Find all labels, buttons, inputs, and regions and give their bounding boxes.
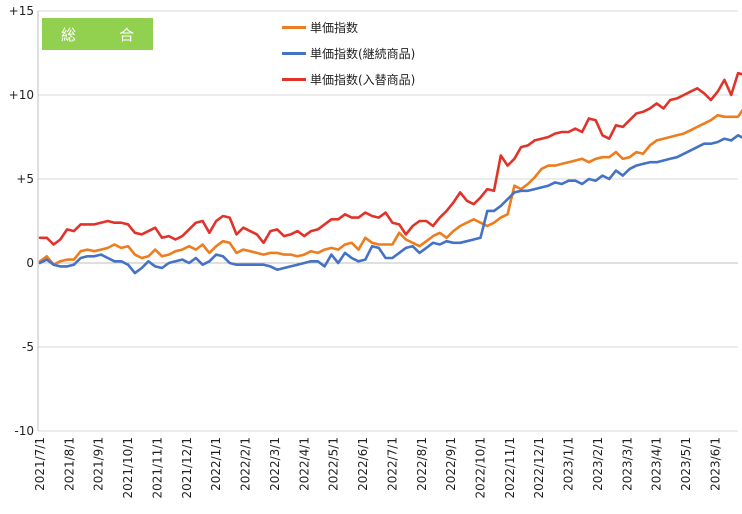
x-tick-label: 2021/7/1 — [33, 437, 47, 491]
series-line-1 — [38, 108, 742, 267]
y-tick-label: +10 — [9, 88, 34, 102]
y-tick-label: 0 — [26, 256, 34, 270]
x-tick-label: 2022/5/1 — [327, 437, 341, 491]
x-tick-label: 2021/10/1 — [121, 437, 135, 499]
x-tick-label: 2023/2/1 — [591, 437, 605, 491]
legend-item-continuing: 単価指数(継続商品) — [282, 40, 415, 66]
y-tick-label: +5 — [16, 172, 34, 186]
x-tick-label: 2022/11/1 — [503, 437, 517, 499]
legend-item-unit-price: 単価指数 — [282, 14, 415, 40]
x-tick-label: 2022/1/1 — [209, 437, 223, 491]
x-tick-label: 2022/3/1 — [268, 437, 282, 491]
x-tick-label: 2023/4/1 — [650, 437, 664, 491]
series-line-2 — [38, 134, 742, 275]
y-tick-label: +15 — [9, 4, 34, 18]
x-tick-label: 2021/8/1 — [62, 437, 76, 491]
x-tick-label: 2022/6/1 — [356, 437, 370, 491]
series-line-3 — [38, 71, 742, 246]
x-tick-label: 2023/5/1 — [679, 437, 693, 491]
x-tick-label: 2023/3/1 — [620, 437, 634, 491]
x-tick-label: 2021/11/1 — [150, 437, 164, 499]
y-tick-label: -10 — [14, 424, 34, 438]
x-tick-label: 2022/2/1 — [239, 437, 253, 491]
legend-label-unit-price: 単価指数 — [310, 20, 359, 35]
y-tick-label: -5 — [22, 340, 34, 354]
x-tick-label: 2021/12/1 — [180, 437, 194, 499]
legend-label-replaced: 単価指数(入替商品) — [310, 72, 416, 87]
legend-item-replaced: 単価指数(入替商品) — [282, 66, 415, 92]
legend-label-continuing: 単価指数(継続商品) — [310, 46, 416, 61]
legend-swatch-unit-price — [282, 25, 306, 29]
chart-title: 総 合 — [42, 18, 153, 50]
legend: 単価指数 単価指数(継続商品) 単価指数(入替商品) — [282, 14, 415, 92]
x-tick-label: 2021/9/1 — [92, 437, 106, 491]
x-tick-label: 2023/1/1 — [562, 437, 576, 491]
x-tick-label: 2022/4/1 — [297, 437, 311, 491]
x-tick-label: 2022/9/1 — [444, 437, 458, 491]
x-tick-label: 2022/7/1 — [385, 437, 399, 491]
x-tick-label: 2022/8/1 — [415, 437, 429, 491]
legend-swatch-replaced — [282, 77, 306, 81]
legend-swatch-continuing — [282, 51, 306, 55]
x-tick-label: 2022/10/1 — [473, 437, 487, 499]
x-tick-label: 2023/6/1 — [708, 437, 722, 491]
x-tick-label: 2022/12/1 — [532, 437, 546, 499]
